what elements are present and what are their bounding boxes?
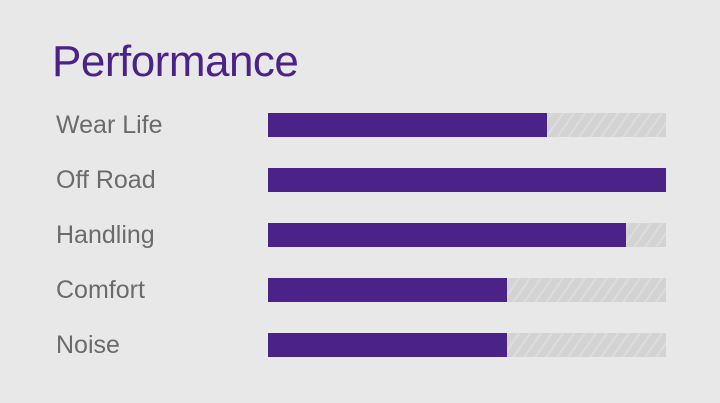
bar-label: Noise — [56, 331, 120, 359]
bar-fill — [268, 168, 666, 192]
bar-fill — [268, 113, 547, 137]
bar-row-noise: Noise — [0, 331, 720, 359]
bar-fill — [268, 278, 507, 302]
bar-label: Off Road — [56, 166, 156, 194]
bar-track — [268, 168, 666, 192]
bar-row-handling: Handling — [0, 221, 720, 249]
bar-track — [268, 223, 666, 247]
bar-label: Comfort — [56, 276, 145, 304]
bar-label: Wear Life — [56, 111, 163, 139]
bar-label: Handling — [56, 221, 155, 249]
bar-row-comfort: Comfort — [0, 276, 720, 304]
bar-row-wear-life: Wear Life — [0, 111, 720, 139]
bar-row-off-road: Off Road — [0, 166, 720, 194]
bar-fill — [268, 333, 507, 357]
bar-track — [268, 333, 666, 357]
bar-track — [268, 278, 666, 302]
bar-track — [268, 113, 666, 137]
chart-title: Performance — [52, 37, 299, 86]
bar-fill — [268, 223, 627, 247]
